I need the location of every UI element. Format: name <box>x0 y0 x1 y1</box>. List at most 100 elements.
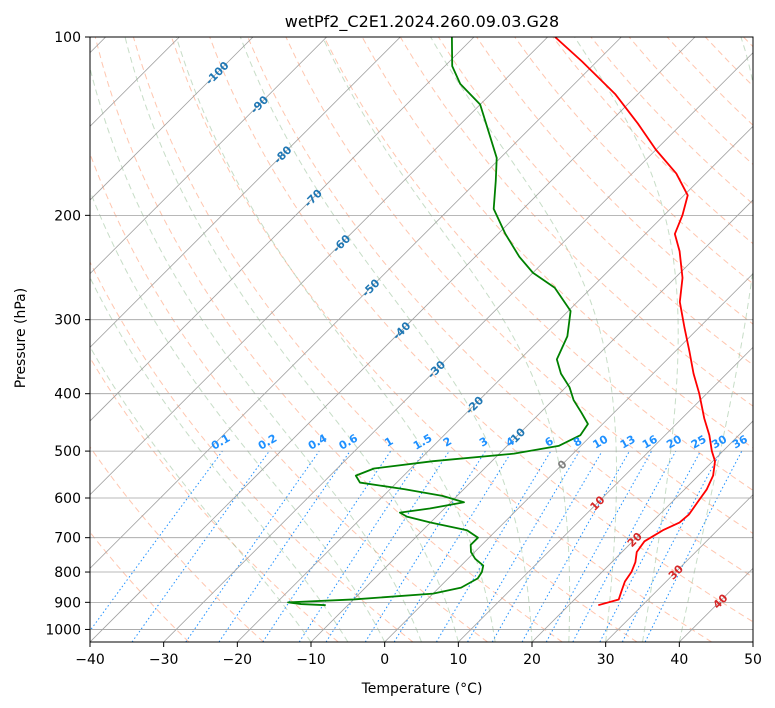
dry-adiabat <box>90 260 414 642</box>
mixing-ratio-label: 0.1 <box>209 432 232 453</box>
mixing-ratio-line <box>90 450 223 632</box>
x-tick-label: 10 <box>449 652 467 668</box>
isotherm-line <box>163 52 753 642</box>
mixing-ratio-line <box>185 450 320 642</box>
isotherm-line <box>90 37 254 201</box>
mixing-ratio-label: 36 <box>730 432 750 451</box>
dry-adiabat <box>323 37 753 491</box>
x-axis-label: Temperature (°C) <box>361 681 483 697</box>
dry-adiabat <box>514 37 753 285</box>
y-tick-label: 700 <box>54 531 81 547</box>
y-tick-label: 200 <box>54 208 81 224</box>
moist-adiabat <box>90 276 349 642</box>
y-tick-label: 800 <box>54 565 81 581</box>
dry-adiabat <box>94 37 563 642</box>
isotherm-label: -40 <box>390 319 413 342</box>
isotherm-label: -70 <box>302 187 325 210</box>
temperature-profile <box>554 37 716 607</box>
isotherm-line <box>679 567 753 642</box>
mixing-ratio-line <box>467 450 580 642</box>
isotherm-line <box>310 199 753 642</box>
x-tick-label: 20 <box>523 652 541 668</box>
mixing-ratio-line <box>521 450 630 642</box>
x-tick-label: −40 <box>75 652 105 668</box>
y-axis-label: Pressure (hPa) <box>13 288 29 388</box>
axes: −40 −30 −20 −10 0 10 20 30 40 5010020030040050060… <box>45 30 762 668</box>
dry-adiabat <box>476 37 753 325</box>
isotherm-line <box>752 641 753 642</box>
isotherm-line <box>605 494 753 642</box>
dry-adiabat <box>590 37 753 205</box>
mixing-ratio-label: 1 <box>382 435 395 450</box>
mixing-ratio-line <box>131 450 270 642</box>
mixing-ratio-line <box>545 450 653 642</box>
isotherm-label: 40 <box>710 591 730 611</box>
moist-adiabat <box>239 37 533 642</box>
x-tick-label: −30 <box>149 652 179 668</box>
moist-adiabat <box>678 37 753 642</box>
dewpoint-profile <box>287 37 589 607</box>
mixing-ratio-label: 25 <box>689 433 709 452</box>
mixing-ratio-line <box>364 450 486 642</box>
x-tick-label: 40 <box>670 652 688 668</box>
isotherm-label: 30 <box>666 562 686 582</box>
dry-adiabat <box>209 37 753 623</box>
y-tick-label: 300 <box>54 313 81 329</box>
isotherm-line <box>237 125 753 642</box>
moist-adiabat <box>90 66 422 642</box>
background-grid <box>90 37 753 642</box>
mixing-ratio-line <box>325 450 450 642</box>
isotherm-label: -90 <box>248 93 271 116</box>
dry-adiabat <box>743 37 753 48</box>
mixing-ratio-line <box>435 450 552 642</box>
x-tick-label: 0 <box>380 652 389 668</box>
isotherm-line <box>90 37 401 348</box>
isotherm-line <box>90 37 696 642</box>
dry-adiabat <box>132 37 638 642</box>
x-tick-label: −20 <box>223 652 253 668</box>
isotherm-line <box>90 37 475 422</box>
mixing-ratio-line <box>298 450 425 642</box>
dry-adiabat <box>247 37 753 578</box>
mixing-ratio-label: 2 <box>441 435 454 450</box>
mixing-ratio-line <box>262 450 392 642</box>
isotherm-label: -30 <box>425 358 448 381</box>
moist-adiabat <box>574 37 679 642</box>
mixing-ratio-label: 10 <box>591 432 611 451</box>
dry-adiabat <box>704 37 753 87</box>
y-tick-label: 1000 <box>45 622 81 638</box>
mixing-ratio-label: 0.4 <box>306 431 330 452</box>
mixing-ratio-label: 3 <box>477 435 490 450</box>
isotherm-label: 20 <box>625 530 645 550</box>
mixing-ratio-label: 0.2 <box>256 432 279 453</box>
mixing-ratio-line <box>218 450 351 642</box>
x-tick-label: 50 <box>744 652 762 668</box>
y-tick-label: 100 <box>54 30 81 46</box>
isotherm-line <box>90 37 548 496</box>
y-tick-label: 600 <box>54 491 81 507</box>
isotherm-label: -20 <box>463 393 486 416</box>
mixing-ratio-line <box>393 450 513 642</box>
mixing-ratio-label: 13 <box>618 433 638 452</box>
moist-adiabat <box>90 189 386 642</box>
moist-adiabat <box>175 37 496 642</box>
x-tick-label: 30 <box>597 652 615 668</box>
mixing-ratio-label: 8 <box>571 435 584 450</box>
dry-adiabat <box>552 37 753 245</box>
mixing-ratio-label: 20 <box>664 432 684 451</box>
mixing-ratio-line <box>599 450 701 642</box>
dry-adiabat <box>171 37 713 642</box>
moist-adiabat <box>124 37 459 642</box>
moist-adiabat <box>430 37 618 642</box>
dry-adiabat <box>90 446 264 642</box>
isotherm-line <box>458 346 753 642</box>
y-tick-label: 900 <box>54 595 81 611</box>
mixing-ratio-line <box>644 450 743 642</box>
mixing-ratio-line <box>572 450 677 642</box>
mixing-ratio-label: 1.5 <box>411 432 434 453</box>
mixing-ratio-label: 16 <box>640 432 660 451</box>
isotherm-line <box>384 273 753 642</box>
plot-frame <box>89 36 754 643</box>
isotherm-label: 10 <box>588 493 608 513</box>
